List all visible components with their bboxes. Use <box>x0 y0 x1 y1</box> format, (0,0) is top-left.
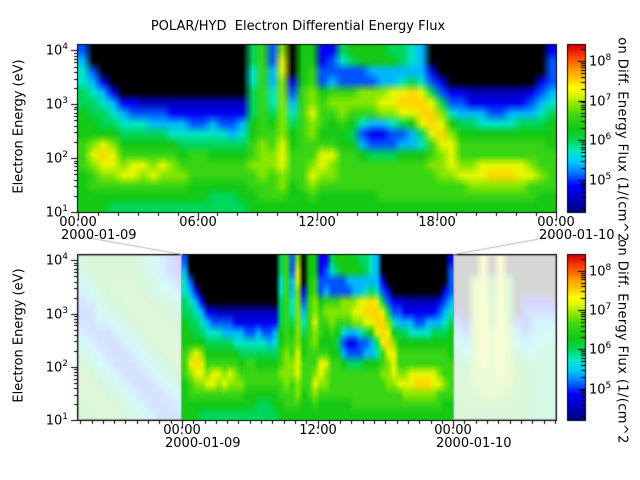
energy-tick-label: 102 <box>45 150 68 167</box>
flux-tick-label: 107 <box>589 93 612 110</box>
flux-tick-label: 107 <box>589 302 612 319</box>
energy-tick-label: 104 <box>45 252 68 269</box>
flux-tick-label: 106 <box>589 341 612 358</box>
date-label: 2000-01-09 <box>165 436 241 451</box>
flux-tick-label: 106 <box>589 132 612 149</box>
energy-axis-label-top: Electron Energy (eV) <box>11 59 27 194</box>
energy-tick-label: 102 <box>45 359 68 376</box>
x-tick-label: 00:00 <box>163 423 201 438</box>
energy-tick-label: 101 <box>45 204 68 221</box>
x-tick-label: 00:00 <box>537 215 575 230</box>
date-label: 2000-01-10 <box>539 228 615 243</box>
x-tick-label: 06:00 <box>179 215 217 230</box>
energy-tick-label: 103 <box>45 96 68 113</box>
flux-tick-label: 105 <box>589 381 612 398</box>
energy-tick-label: 104 <box>45 42 68 59</box>
plot-title: POLAR/HYD Electron Differential Energy F… <box>150 19 446 34</box>
energy-tick-label: 103 <box>45 306 68 323</box>
date-label: 2000-01-09 <box>61 228 137 243</box>
x-tick-label: 18:00 <box>418 215 456 230</box>
flux-tick-label: 105 <box>589 172 612 189</box>
x-tick-label: 12:00 <box>298 215 336 230</box>
energy-axis-label-bottom: Electron Energy (eV) <box>11 268 27 403</box>
x-tick-label: 00:00 <box>434 423 472 438</box>
x-tick-label: 00:00 <box>59 215 97 230</box>
flux-axis-label-top: on Diff. Energy Flux (1/(cm^2 <box>614 37 630 242</box>
flux-tick-label: 108 <box>589 53 612 70</box>
date-label: 2000-01-10 <box>436 436 512 451</box>
x-tick-label: 12:00 <box>299 423 337 438</box>
flux-axis-label-bottom: on Diff. Energy Flux (1/(cm^2 <box>614 239 630 444</box>
flux-tick-label: 108 <box>589 263 612 280</box>
energy-tick-label: 101 <box>45 412 68 429</box>
